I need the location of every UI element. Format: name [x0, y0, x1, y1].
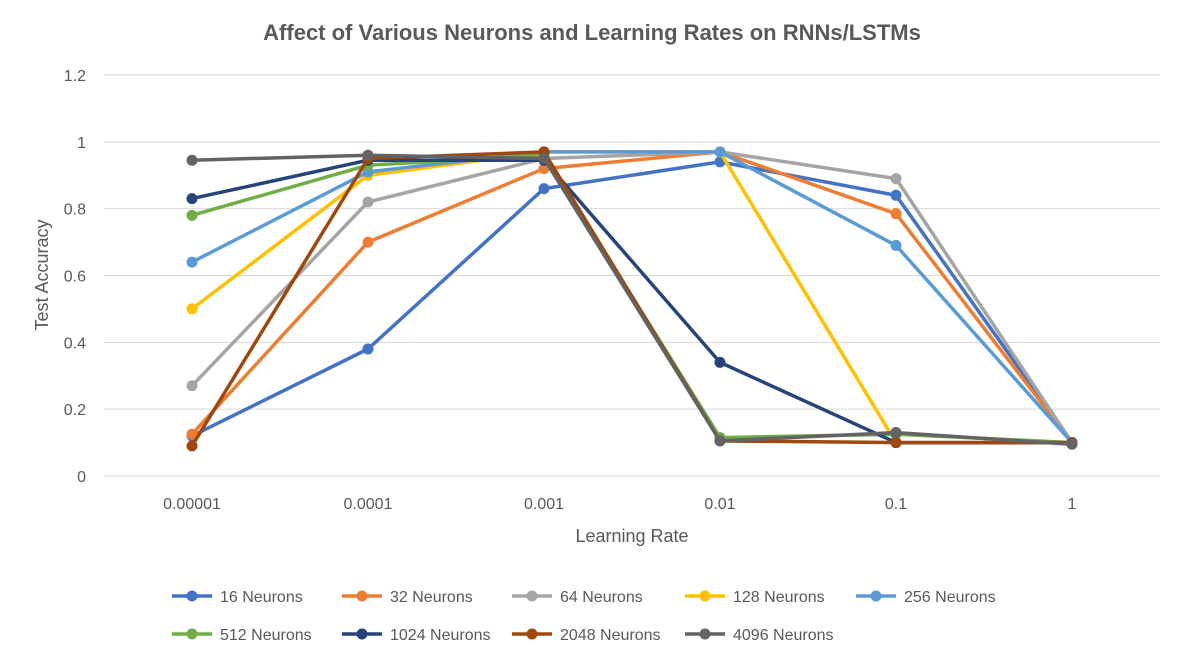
- data-point: [890, 173, 902, 185]
- legend-label: 2048 Neurons: [560, 627, 661, 644]
- data-point: [890, 189, 902, 201]
- x-tick-label: 1: [1068, 496, 1077, 513]
- data-point: [714, 435, 726, 447]
- y-axis-label: Test Accuracy: [32, 219, 52, 330]
- data-point: [186, 209, 198, 221]
- x-tick-label: 0.001: [524, 496, 564, 513]
- legend-entry: 512 Neurons: [172, 627, 312, 644]
- data-point: [714, 356, 726, 368]
- legend-entry: 2048 Neurons: [512, 627, 661, 644]
- legend: 16 Neurons 32 Neurons 64 Neurons 128 Neuron…: [172, 589, 996, 644]
- data-point: [186, 303, 198, 315]
- legend-label: 16 Neurons: [220, 589, 303, 606]
- legend-marker: [526, 628, 538, 640]
- series-line: [191, 150, 1074, 444]
- legend-marker: [356, 590, 368, 602]
- y-tick-label: 0.8: [64, 202, 86, 219]
- series-line: [190, 150, 1074, 444]
- legend-marker: [186, 590, 198, 602]
- x-axis-ticks: 0.00001 0.0001 0.001 0.01 0.1 1: [163, 496, 1076, 513]
- x-axis-label: Learning Rate: [575, 526, 688, 546]
- legend-entry: 64 Neurons: [512, 589, 643, 606]
- legend-entry: 128 Neurons: [685, 589, 825, 606]
- data-point: [186, 154, 198, 166]
- data-point: [186, 380, 198, 392]
- legend-entry: 32 Neurons: [342, 589, 473, 606]
- legend-entry: 4096 Neurons: [685, 627, 834, 644]
- legend-marker: [526, 590, 538, 602]
- data-point: [186, 428, 198, 440]
- x-tick-label: 0.00001: [163, 496, 221, 513]
- legend-label: 4096 Neurons: [733, 627, 834, 644]
- data-point: [890, 239, 902, 251]
- legend-label: 1024 Neurons: [390, 627, 491, 644]
- data-point: [186, 256, 198, 268]
- legend-entry: 16 Neurons: [172, 589, 303, 606]
- legend-entry: 1024 Neurons: [342, 627, 491, 644]
- legend-marker: [356, 628, 368, 640]
- y-tick-label: 1.2: [64, 68, 86, 85]
- x-tick-label: 0.0001: [344, 496, 393, 513]
- data-point: [538, 183, 550, 195]
- series-line: [190, 150, 1074, 444]
- data-point: [890, 437, 902, 449]
- series-line: [191, 160, 1074, 444]
- legend-marker: [699, 590, 711, 602]
- series-9: [186, 149, 1078, 450]
- y-tick-label: 0.6: [64, 269, 86, 286]
- data-point: [186, 193, 198, 205]
- x-tick-label: 0.1: [885, 496, 907, 513]
- legend-label: 32 Neurons: [390, 589, 473, 606]
- data-point: [890, 208, 902, 220]
- legend-label: 64 Neurons: [560, 589, 643, 606]
- y-tick-label: 0: [77, 469, 86, 486]
- data-point: [890, 427, 902, 439]
- data-point: [714, 146, 726, 158]
- series-lines: [186, 146, 1078, 452]
- series-line: [191, 153, 1073, 447]
- legend-entry: 256 Neurons: [856, 589, 996, 606]
- chart-title: Affect of Various Neurons and Learning R…: [263, 20, 921, 45]
- y-axis-ticks: 0 0.2 0.4 0.6 0.8 1 1.2: [64, 68, 86, 486]
- gridlines: [104, 74, 1160, 477]
- legend-label: 256 Neurons: [904, 589, 996, 606]
- y-tick-label: 0.2: [64, 402, 86, 419]
- legend-label: 128 Neurons: [733, 589, 825, 606]
- legend-label: 512 Neurons: [220, 627, 312, 644]
- data-point: [186, 440, 198, 452]
- x-tick-label: 0.01: [704, 496, 735, 513]
- data-point: [362, 343, 374, 355]
- y-tick-label: 1: [77, 135, 86, 152]
- legend-marker: [699, 628, 711, 640]
- data-point: [538, 153, 550, 165]
- legend-marker: [186, 628, 198, 640]
- data-point: [362, 196, 374, 208]
- legend-marker: [870, 590, 882, 602]
- data-point: [362, 149, 374, 161]
- data-point: [1066, 438, 1078, 450]
- data-point: [362, 236, 374, 248]
- y-tick-label: 0.4: [64, 335, 86, 352]
